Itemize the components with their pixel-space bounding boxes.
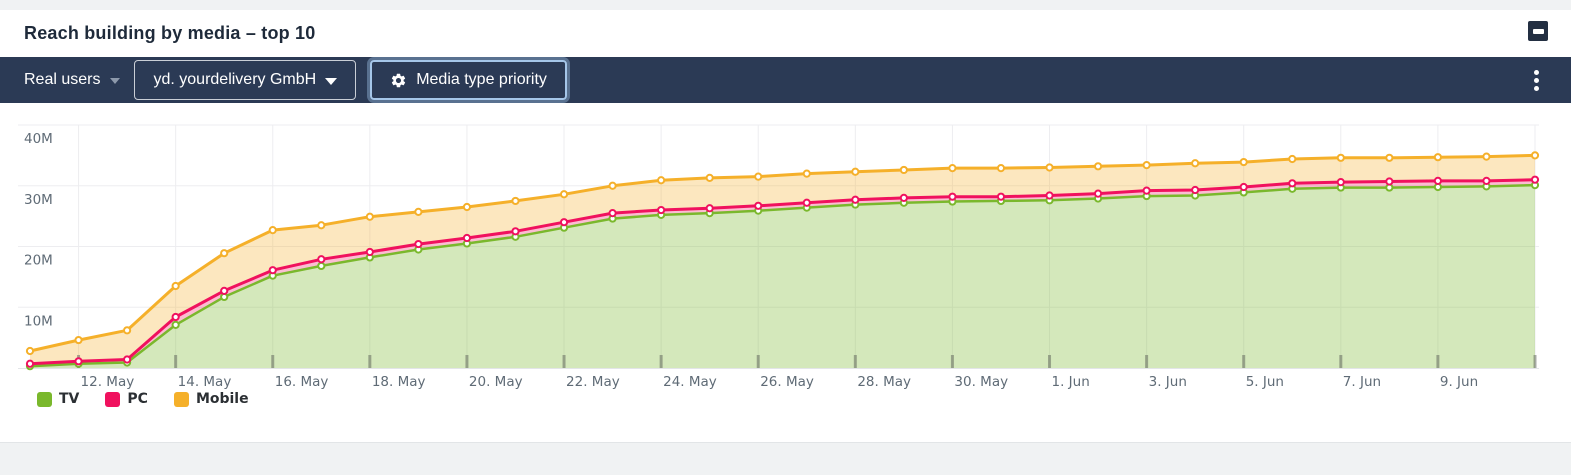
y-axis-label: 10M <box>24 313 53 329</box>
gear-icon <box>392 73 406 87</box>
x-axis-label: 14. May <box>178 374 232 390</box>
y-axis-label: 20M <box>24 253 53 269</box>
x-axis-label: 22. May <box>566 374 620 390</box>
x-axis-label: 9. Jun <box>1440 374 1478 390</box>
legend-item-mobile[interactable]: Mobile <box>173 391 249 407</box>
x-axis-label: 20. May <box>469 374 523 390</box>
reach-chart-svg: 10M 20M 30M 40M 12. May 14. May 16. May 18. May… <box>18 124 1540 390</box>
media-type-priority-button[interactable]: Media type priority <box>370 60 567 100</box>
account-dropdown-label: yd. yourdelivery GmbH <box>153 71 317 88</box>
x-axis-label: 16. May <box>275 374 329 390</box>
legend-label: PC <box>127 391 148 407</box>
account-dropdown-button[interactable]: yd. yourdelivery GmbH <box>134 60 357 100</box>
legend-item-pc[interactable]: PC <box>105 391 148 407</box>
panel-title: Reach building by media – top 10 <box>24 23 316 43</box>
vertical-ellipsis-icon <box>1534 69 1539 75</box>
chart-toolbar: Real users yd. yourdelivery GmbH Media t… <box>0 57 1571 103</box>
x-axis-label: 7. Jun <box>1343 374 1381 390</box>
legend-swatch-icon <box>37 391 52 407</box>
panel-header: Reach building by media – top 10 <box>0 10 1571 57</box>
y-axis-label: 30M <box>24 192 53 208</box>
x-axis-label: 3. Jun <box>1149 374 1187 390</box>
media-type-priority-label: Media type priority <box>416 71 547 88</box>
y-axis-label: 40M <box>24 131 53 147</box>
legend-swatch-icon <box>105 391 121 407</box>
real-users-label: Real users <box>24 71 101 88</box>
x-axis-label: 24. May <box>663 374 717 390</box>
x-axis-label: 30. May <box>954 374 1008 390</box>
chart-panel: Reach building by media – top 10 Real us… <box>0 10 1571 443</box>
x-axis-label: 26. May <box>760 374 814 390</box>
collapse-panel-button[interactable] <box>1528 21 1548 41</box>
chevron-down-icon <box>110 78 121 84</box>
x-axis-label: 5. Jun <box>1246 374 1284 390</box>
x-axis-label: 1. Jun <box>1052 374 1090 390</box>
legend-swatch-icon <box>173 391 189 407</box>
reach-chart: 10M 20M 30M 40M 12. May 14. May 16. May 18. May… <box>0 103 1571 443</box>
legend-label: Mobile <box>195 391 249 407</box>
x-axis-label: 28. May <box>857 374 911 390</box>
real-users-dropdown[interactable]: Real users <box>24 71 121 89</box>
chevron-down-icon <box>325 77 338 85</box>
more-options-button[interactable] <box>1526 64 1547 97</box>
x-axis-label: 18. May <box>372 374 426 390</box>
x-axis-label: 12. May <box>81 374 135 390</box>
legend-item-tv[interactable]: TV <box>37 391 79 407</box>
chart-legend: TV PC Mobile <box>37 391 249 407</box>
minus-icon <box>1532 28 1544 34</box>
legend-label: TV <box>59 391 80 407</box>
